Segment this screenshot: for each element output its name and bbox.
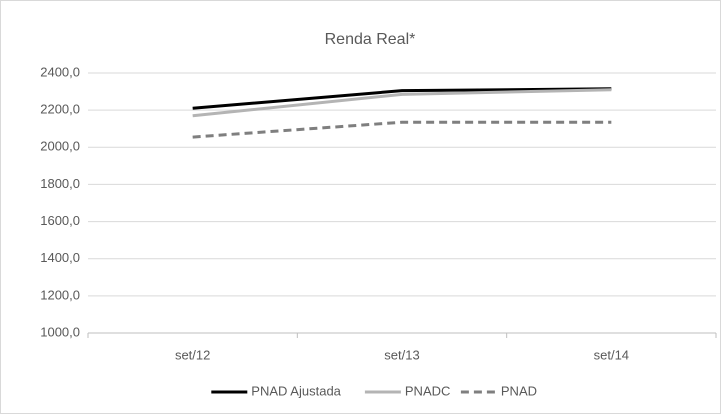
- y-tick-label: 2000,0: [40, 139, 80, 154]
- x-tick-label: set/14: [594, 347, 629, 362]
- series-line: [192, 120, 612, 139]
- series-line: [192, 87, 612, 110]
- legend-label: PNAD Ajustada: [251, 383, 341, 398]
- y-tick-label: 2400,0: [40, 64, 80, 79]
- x-tick-label: set/13: [384, 347, 419, 362]
- chart-title: Renda Real*: [325, 31, 416, 48]
- y-tick-label: 1400,0: [40, 250, 80, 265]
- y-tick-label: 1800,0: [40, 176, 80, 191]
- series-line: [192, 88, 612, 118]
- legend-label: PNAD: [501, 383, 537, 398]
- y-tick-label: 2200,0: [40, 102, 80, 117]
- y-tick-label: 1200,0: [40, 287, 80, 302]
- legend-label: PNADC: [405, 383, 451, 398]
- y-tick-label: 1000,0: [40, 324, 80, 339]
- y-tick-label: 1600,0: [40, 213, 80, 228]
- x-tick-label: set/12: [175, 347, 210, 362]
